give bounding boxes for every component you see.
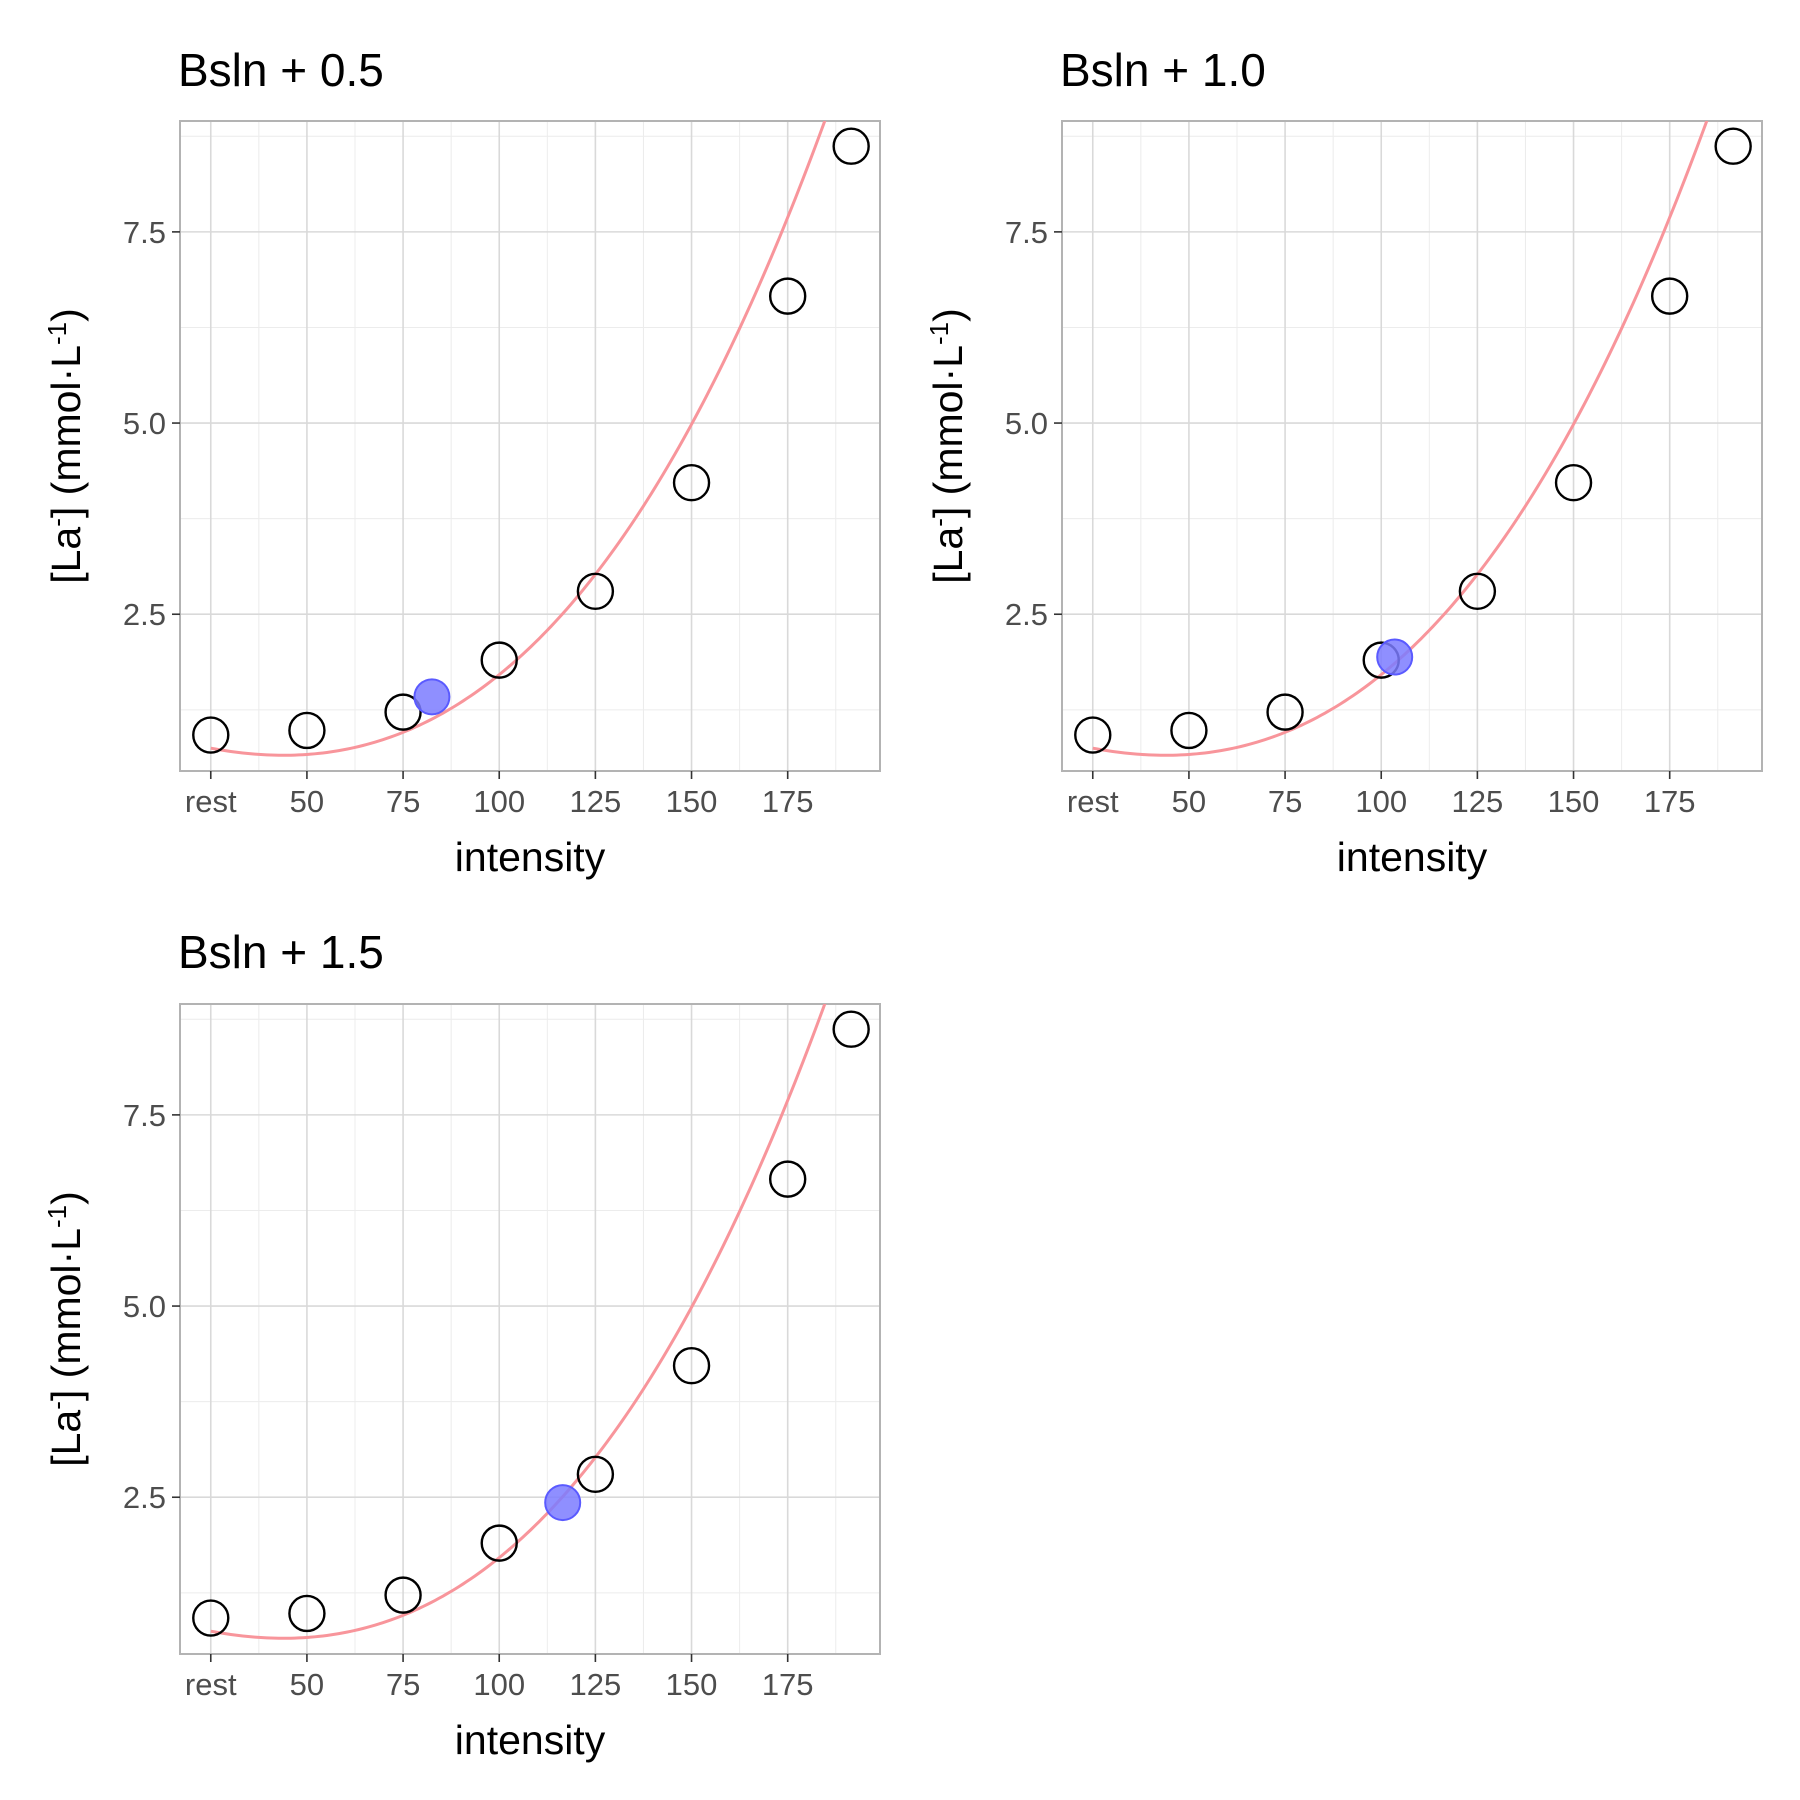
x-tick-label: 100 — [473, 784, 525, 819]
panel-border — [1061, 120, 1763, 772]
data-point — [576, 1455, 615, 1493]
threshold-point — [413, 678, 451, 716]
x-tick-label: 75 — [1268, 784, 1302, 819]
x-tick-label: 50 — [1172, 784, 1206, 819]
y-tick-label: 2.5 — [123, 597, 166, 632]
x-tick-label: 175 — [762, 1667, 814, 1702]
data-point — [768, 1160, 807, 1198]
data-point — [192, 716, 230, 754]
x-axis-title: intensity — [455, 1717, 606, 1763]
x-tick-label: 125 — [570, 784, 622, 819]
x-tick-label: rest — [185, 1667, 237, 1702]
data-point — [832, 1010, 870, 1048]
x-axis-title: intensity — [455, 834, 606, 880]
x-tick-label: 175 — [762, 784, 814, 819]
data-point — [480, 641, 518, 679]
data-point — [288, 1594, 326, 1633]
data-point — [1170, 711, 1208, 750]
y-tick-label: 5.0 — [123, 406, 166, 441]
x-tick-label: 50 — [290, 1667, 324, 1702]
x-tick-label: 150 — [666, 784, 718, 819]
y-tick-label: 7.5 — [123, 215, 166, 250]
y-tick-label: 2.5 — [123, 1480, 166, 1515]
data-point — [192, 1599, 230, 1637]
data-point — [1650, 277, 1689, 315]
x-tick-label: rest — [185, 784, 237, 819]
threshold-point — [1376, 638, 1414, 676]
threshold-point — [544, 1484, 582, 1522]
x-tick-label: 125 — [1452, 784, 1504, 819]
panel-border — [179, 1003, 881, 1655]
data-point — [672, 464, 711, 502]
data-point — [832, 127, 870, 165]
fit-curve — [210, 121, 827, 757]
panel-title: Bsln + 1.0 — [1060, 44, 1266, 96]
y-tick-label: 5.0 — [1005, 406, 1048, 441]
data-point — [1266, 693, 1304, 731]
data-point — [1458, 572, 1497, 610]
data-point — [288, 711, 326, 750]
fit-curve — [1092, 121, 1709, 757]
y-tick-label: 5.0 — [123, 1289, 166, 1324]
x-tick-label: 75 — [386, 1667, 420, 1702]
x-tick-label: 125 — [570, 1667, 622, 1702]
panel-title: Bsln + 1.5 — [178, 926, 384, 978]
panel-title: Bsln + 0.5 — [178, 44, 384, 96]
data-point — [1074, 716, 1112, 754]
data-point — [768, 277, 807, 315]
data-point — [576, 572, 615, 610]
panel-1: Bsln + 0.5 rest 50 75 100 125 150 175 2.5 5.0 7.5 i… — [42, 44, 881, 880]
data-point — [1714, 127, 1752, 165]
y-tick-label: 7.5 — [1005, 215, 1048, 250]
data-point — [384, 1576, 422, 1614]
y-axis-title: [La-] (mmol·L-1) — [42, 1191, 89, 1467]
x-tick-label: 100 — [473, 1667, 525, 1702]
y-tick-label: 7.5 — [123, 1098, 166, 1133]
x-tick-label: 150 — [666, 1667, 718, 1702]
y-tick-label: 2.5 — [1005, 597, 1048, 632]
x-axis-title: intensity — [1337, 834, 1488, 880]
x-tick-label: 75 — [386, 784, 420, 819]
x-tick-label: 100 — [1355, 784, 1407, 819]
x-tick-label: 150 — [1548, 784, 1600, 819]
data-point — [1554, 464, 1593, 502]
panel-border — [179, 120, 881, 772]
data-point — [480, 1524, 518, 1562]
data-point — [384, 693, 422, 731]
panel-3: Bsln + 1.5 rest 50 75 100 125 150 175 2.5 5.0 7.5 i… — [42, 926, 881, 1763]
fit-curve — [210, 1004, 827, 1640]
panel-2: Bsln + 1.0 rest 50 75 100 125 150 175 2.5 5.0 7.5 i… — [924, 44, 1763, 880]
x-tick-label: rest — [1067, 784, 1119, 819]
x-tick-label: 175 — [1644, 784, 1696, 819]
y-axis-title: [La-] (mmol·L-1) — [924, 308, 971, 584]
data-point — [672, 1347, 711, 1385]
y-axis-title: [La-] (mmol·L-1) — [42, 308, 89, 584]
x-tick-label: 50 — [290, 784, 324, 819]
